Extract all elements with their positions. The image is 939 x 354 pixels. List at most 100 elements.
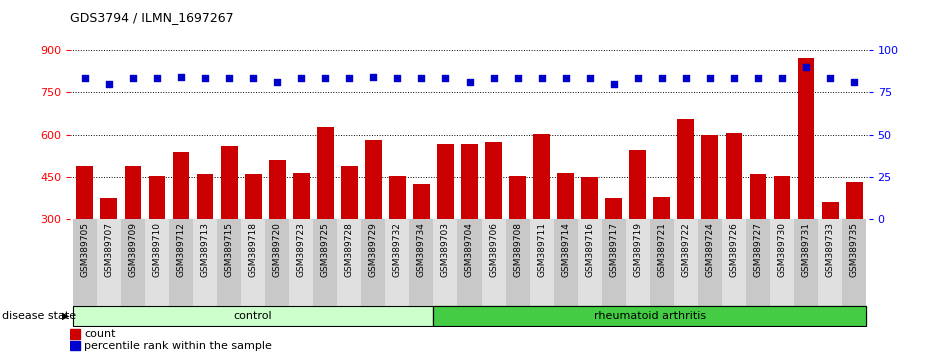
Bar (505, 219, 530, 306)
Bar (818, 219, 842, 306)
Bar (774, 176, 791, 304)
Text: GSM389706: GSM389706 (489, 222, 498, 277)
Bar (100, 198, 117, 304)
Bar (337, 219, 362, 306)
Bar (581, 177, 598, 304)
Text: GSM389731: GSM389731 (802, 222, 810, 277)
Bar (650, 219, 674, 306)
Text: GSM389727: GSM389727 (753, 222, 762, 277)
Text: GSM389705: GSM389705 (81, 222, 89, 277)
Text: control: control (234, 311, 272, 321)
Bar (70, 329, 80, 338)
Point (149, 76, 164, 81)
Point (702, 76, 717, 81)
Point (823, 76, 838, 81)
Text: GSM389715: GSM389715 (224, 222, 234, 277)
Bar (577, 219, 602, 306)
Bar (557, 173, 574, 304)
Text: GSM389728: GSM389728 (345, 222, 354, 277)
Point (269, 79, 285, 85)
Point (390, 76, 405, 81)
Text: count: count (84, 329, 115, 339)
Bar (701, 135, 718, 304)
FancyBboxPatch shape (73, 306, 434, 326)
Point (750, 76, 765, 81)
Text: GSM389729: GSM389729 (369, 222, 377, 277)
Text: GSM389707: GSM389707 (104, 222, 114, 277)
Bar (409, 219, 434, 306)
Point (486, 76, 501, 81)
Bar (530, 219, 554, 306)
Text: GDS3794 / ILMN_1697267: GDS3794 / ILMN_1697267 (70, 11, 234, 24)
Bar (314, 219, 337, 306)
Bar (625, 219, 650, 306)
Bar (125, 166, 142, 304)
Text: disease state: disease state (2, 311, 76, 321)
Point (197, 76, 212, 81)
Bar (722, 219, 746, 306)
Bar (674, 219, 698, 306)
Bar (794, 219, 818, 306)
Bar (654, 197, 670, 304)
Bar (362, 219, 385, 306)
Bar (365, 140, 382, 304)
Point (678, 76, 693, 81)
Point (77, 76, 92, 81)
Bar (437, 144, 454, 304)
Bar (217, 219, 241, 306)
Bar (554, 219, 577, 306)
Bar (822, 202, 839, 304)
Bar (509, 176, 526, 304)
Text: GSM389710: GSM389710 (152, 222, 162, 277)
Bar (316, 127, 333, 304)
Point (654, 76, 670, 81)
Bar (173, 152, 190, 304)
Bar (265, 219, 289, 306)
Text: GSM389735: GSM389735 (850, 222, 858, 277)
Point (126, 76, 141, 81)
Text: GSM389703: GSM389703 (441, 222, 450, 277)
Point (414, 76, 429, 81)
Bar (413, 184, 430, 304)
Point (246, 76, 261, 81)
Point (630, 76, 645, 81)
Bar (341, 166, 358, 304)
Bar (193, 219, 217, 306)
Bar (677, 119, 694, 304)
Bar (434, 219, 457, 306)
Bar (533, 134, 550, 304)
Text: GSM389713: GSM389713 (201, 222, 209, 277)
Bar (770, 219, 794, 306)
Text: GSM389704: GSM389704 (465, 222, 474, 277)
Text: GSM389714: GSM389714 (562, 222, 570, 277)
Bar (269, 160, 285, 304)
Bar (749, 174, 766, 304)
Bar (221, 146, 238, 304)
Text: GSM389730: GSM389730 (777, 222, 787, 277)
Text: rheumatoid arthritis: rheumatoid arthritis (593, 311, 706, 321)
FancyBboxPatch shape (434, 306, 866, 326)
Text: GSM389712: GSM389712 (177, 222, 186, 277)
Text: ▶: ▶ (62, 311, 69, 321)
Text: GSM389725: GSM389725 (321, 222, 330, 277)
Bar (73, 219, 97, 306)
Text: GSM389716: GSM389716 (585, 222, 594, 277)
Bar (289, 219, 314, 306)
Bar (385, 219, 409, 306)
Bar (842, 219, 866, 306)
Text: GSM389733: GSM389733 (825, 222, 835, 277)
Bar (846, 182, 863, 304)
Bar (169, 219, 193, 306)
Text: GSM389708: GSM389708 (513, 222, 522, 277)
Bar (797, 58, 814, 304)
Bar (606, 198, 623, 304)
Text: GSM389718: GSM389718 (249, 222, 257, 277)
Point (462, 79, 477, 85)
Bar (746, 219, 770, 306)
Point (317, 76, 332, 81)
Bar (76, 166, 93, 304)
Bar (241, 219, 265, 306)
Point (775, 76, 790, 81)
Bar (148, 176, 165, 304)
Text: GSM389734: GSM389734 (417, 222, 426, 277)
